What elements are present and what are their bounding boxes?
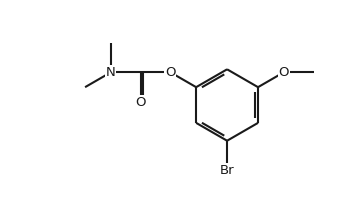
Text: Br: Br <box>220 164 235 177</box>
Text: O: O <box>136 95 146 109</box>
Text: O: O <box>279 66 289 79</box>
Text: O: O <box>165 66 176 79</box>
Text: N: N <box>106 66 116 79</box>
